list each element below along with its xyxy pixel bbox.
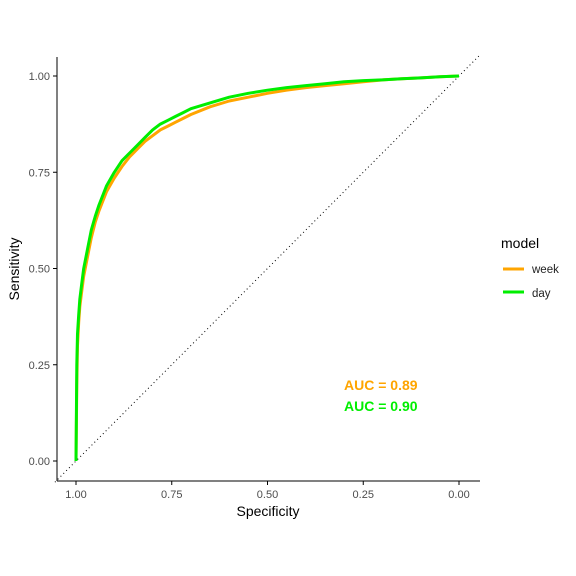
y-tick-label: 0.00 [29, 456, 50, 468]
auc-annotations: AUC = 0.89 AUC = 0.90 [344, 377, 418, 414]
y-tick-label: 0.25 [29, 360, 50, 372]
auc-annotation-day: AUC = 0.90 [344, 398, 418, 414]
x-tick-label: 0.25 [353, 489, 374, 501]
legend: model week day [501, 235, 559, 300]
y-tick-label: 0.75 [29, 167, 50, 179]
x-axis-label: Specificity [236, 503, 299, 519]
y-tick-label: 1.00 [29, 71, 50, 83]
legend-title: model [501, 235, 539, 251]
series-layer [74, 74, 460, 462]
x-tick-label: 1.00 [65, 489, 86, 501]
auc-annotation-week: AUC = 0.89 [344, 377, 418, 393]
y-tick-label: 0.50 [29, 264, 50, 276]
reference-diagonal [54, 54, 481, 483]
x-tick-label: 0.00 [448, 489, 469, 501]
x-axis-ticks: 1.00 0.75 0.50 0.25 0.00 [65, 481, 470, 501]
roc-line-day [74, 74, 460, 462]
y-axis-ticks: 0.00 0.25 0.50 0.75 1.00 [29, 71, 57, 468]
y-axis-label: Sensitivity [6, 237, 22, 300]
x-tick-label: 0.75 [161, 489, 182, 501]
x-tick-label: 0.50 [257, 489, 278, 501]
legend-label-week: week [531, 264, 559, 276]
legend-label-day: day [532, 288, 551, 300]
